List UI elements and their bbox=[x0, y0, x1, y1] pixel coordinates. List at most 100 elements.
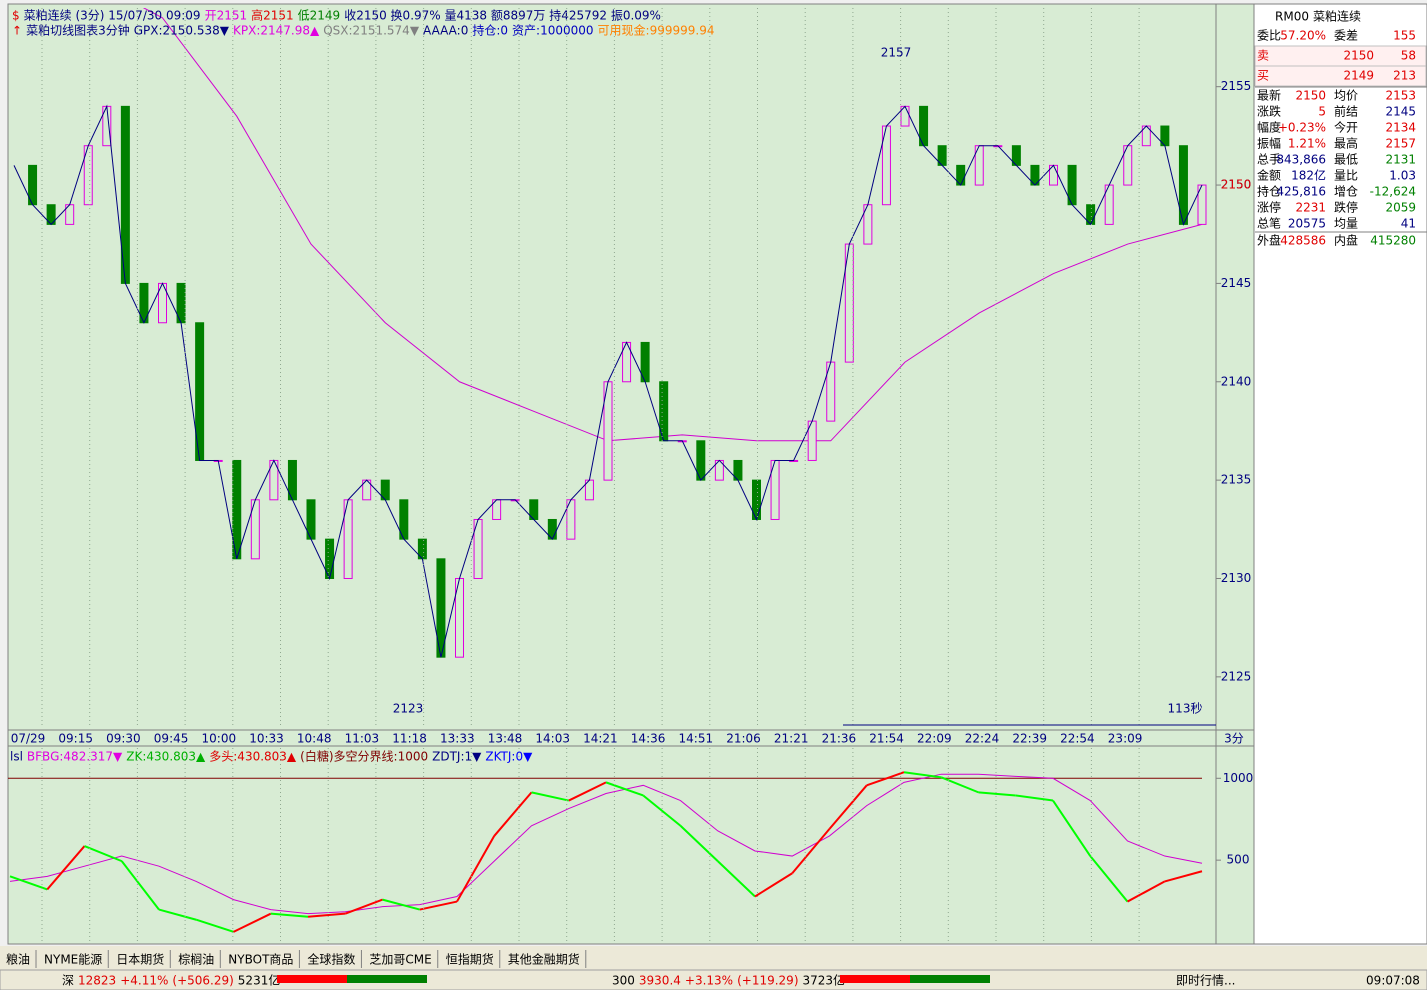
clock: 09:07:08 bbox=[1366, 974, 1420, 988]
quote-label: 委差 bbox=[1334, 29, 1358, 43]
quote-value: 2059 bbox=[1385, 201, 1416, 215]
tab[interactable]: 芝加哥CME bbox=[369, 952, 431, 967]
x-unit: 3分 bbox=[1224, 732, 1244, 746]
quote-value: 2134 bbox=[1385, 121, 1416, 135]
tab[interactable]: 全球指数 bbox=[307, 952, 355, 967]
x-tick-label: 11:03 bbox=[345, 732, 380, 746]
quote-label: 涨跌 bbox=[1257, 104, 1281, 119]
header-text: BFBG:482.317▼ bbox=[27, 750, 123, 764]
annotation: 113秒 bbox=[1168, 702, 1203, 716]
bfbg-segment bbox=[605, 781, 644, 797]
tab[interactable]: 粮油 bbox=[6, 952, 30, 967]
header-text: +3.13% bbox=[685, 974, 733, 988]
strength-bar bbox=[910, 975, 990, 983]
quote-label: 卖 bbox=[1257, 49, 1269, 63]
quote-value: 57.20% bbox=[1280, 29, 1326, 43]
quote-label: 最高 bbox=[1334, 136, 1358, 151]
x-tick-label: 21:21 bbox=[774, 732, 809, 746]
tab[interactable]: 其他金融期货 bbox=[508, 952, 580, 967]
tab[interactable]: NYBOT商品 bbox=[228, 952, 293, 967]
bfbg-segment bbox=[828, 784, 868, 830]
quote-label: 委比 bbox=[1257, 29, 1281, 43]
header-text: 5231亿 bbox=[238, 973, 281, 988]
strength-bar bbox=[347, 975, 427, 983]
header-text: ↑ bbox=[12, 24, 22, 38]
quote-label: 量比 bbox=[1334, 169, 1358, 183]
header-text: 菜粕连续 (3分) 15/07/30 09:09 bbox=[24, 8, 201, 23]
news[interactable]: 即时行情... bbox=[1176, 974, 1235, 988]
bfbg-segment bbox=[419, 900, 458, 911]
y-tick-label: 2155 bbox=[1221, 79, 1252, 93]
bfbg-segment bbox=[940, 776, 979, 794]
x-tick-label: 07/29 bbox=[11, 732, 46, 746]
bfbg-segment bbox=[903, 771, 942, 779]
y-tick-label: 2145 bbox=[1221, 276, 1252, 290]
x-tick-label: 13:33 bbox=[440, 732, 475, 746]
tab[interactable]: NYME能源 bbox=[44, 953, 102, 967]
header-text: 收2150 换0.97% 量4138 额8897万 持425792 振0.09% bbox=[344, 8, 661, 23]
y-tick-label: 2130 bbox=[1221, 571, 1252, 585]
header-text: 菜粕切线图表3分钟 bbox=[26, 23, 130, 38]
header-text: ZK:430.803▲ bbox=[126, 750, 206, 764]
bfbg-segment bbox=[1164, 870, 1203, 883]
quote-value: 843,866 bbox=[1276, 153, 1326, 167]
y-tick-label: 500 bbox=[1227, 853, 1250, 867]
bfbg-segment bbox=[307, 912, 346, 918]
x-tick-label: 22:09 bbox=[917, 732, 952, 746]
header-text: 3723亿 bbox=[803, 973, 846, 988]
x-tick-label: 14:51 bbox=[679, 732, 714, 746]
bfbg-segment bbox=[642, 794, 682, 827]
x-tick-label: 10:00 bbox=[202, 732, 237, 746]
quote-label: 均价 bbox=[1334, 89, 1358, 103]
quote-label: 振幅 bbox=[1257, 136, 1281, 151]
bfbg-segment bbox=[866, 771, 905, 787]
quote-value: +0.23% bbox=[1278, 121, 1326, 135]
header-text: +4.11% bbox=[120, 974, 168, 988]
bfbg-segment bbox=[456, 835, 496, 903]
tab[interactable]: 棕榈油 bbox=[178, 952, 214, 967]
bfbg-segment bbox=[195, 918, 234, 933]
header-text: 资产:1000000 bbox=[512, 24, 594, 38]
x-tick-label: 10:48 bbox=[297, 732, 332, 746]
last-price: 2150 bbox=[1221, 178, 1252, 192]
y-tick-label: 2150 bbox=[1221, 178, 1252, 192]
header-text: (+506.29) bbox=[172, 974, 233, 988]
header-text: (+119.29) bbox=[737, 974, 798, 988]
x-tick-label: 22:54 bbox=[1060, 732, 1095, 746]
price-plot bbox=[13, 8, 1207, 658]
quote-value: 2145 bbox=[1385, 105, 1416, 119]
quote-label: 最低 bbox=[1334, 153, 1358, 167]
quote-label: 总手 bbox=[1257, 153, 1281, 167]
header-text: ZDTJ:1▼ bbox=[432, 750, 482, 764]
x-tick-label: 09:45 bbox=[154, 732, 189, 746]
bfbg-segment bbox=[46, 845, 86, 891]
x-tick-label: 21:36 bbox=[822, 732, 857, 746]
bfbg-segment bbox=[158, 908, 197, 921]
header-text: GPX:2150.538▼ bbox=[134, 24, 230, 38]
x-tick-label: 10:33 bbox=[249, 732, 284, 746]
quote-label: 持仓 bbox=[1257, 184, 1281, 199]
bfbg-segment bbox=[568, 781, 607, 802]
x-tick-label: 13:48 bbox=[488, 732, 523, 746]
bfbg-segment bbox=[1015, 794, 1054, 802]
tab[interactable]: 恒指期货 bbox=[446, 952, 494, 967]
bfbg-segment bbox=[382, 898, 421, 911]
quote-label: 跌停 bbox=[1334, 200, 1358, 215]
header-text: (白糖)多空分界线:1000 bbox=[300, 749, 428, 764]
quote-panel bbox=[1253, 3, 1427, 945]
header-text: 低2149 bbox=[298, 9, 341, 23]
tab[interactable]: 日本期货 bbox=[116, 952, 164, 967]
quote-value: 2149 bbox=[1343, 69, 1374, 83]
header-text: lsl bbox=[10, 750, 23, 764]
bfbg-segment bbox=[754, 872, 793, 898]
header-text: 可用现金:999999.94 bbox=[598, 23, 715, 38]
bfbg-segment bbox=[9, 875, 48, 891]
quote-value: 41 bbox=[1401, 217, 1416, 231]
quote-value: 415280 bbox=[1370, 234, 1416, 248]
quote-label: 增仓 bbox=[1334, 185, 1358, 199]
header-text: AAAA:0 bbox=[423, 24, 468, 38]
x-tick-label: 22:24 bbox=[965, 732, 1000, 746]
x-tick-label: 14:21 bbox=[583, 732, 618, 746]
strength-bar bbox=[277, 975, 347, 983]
